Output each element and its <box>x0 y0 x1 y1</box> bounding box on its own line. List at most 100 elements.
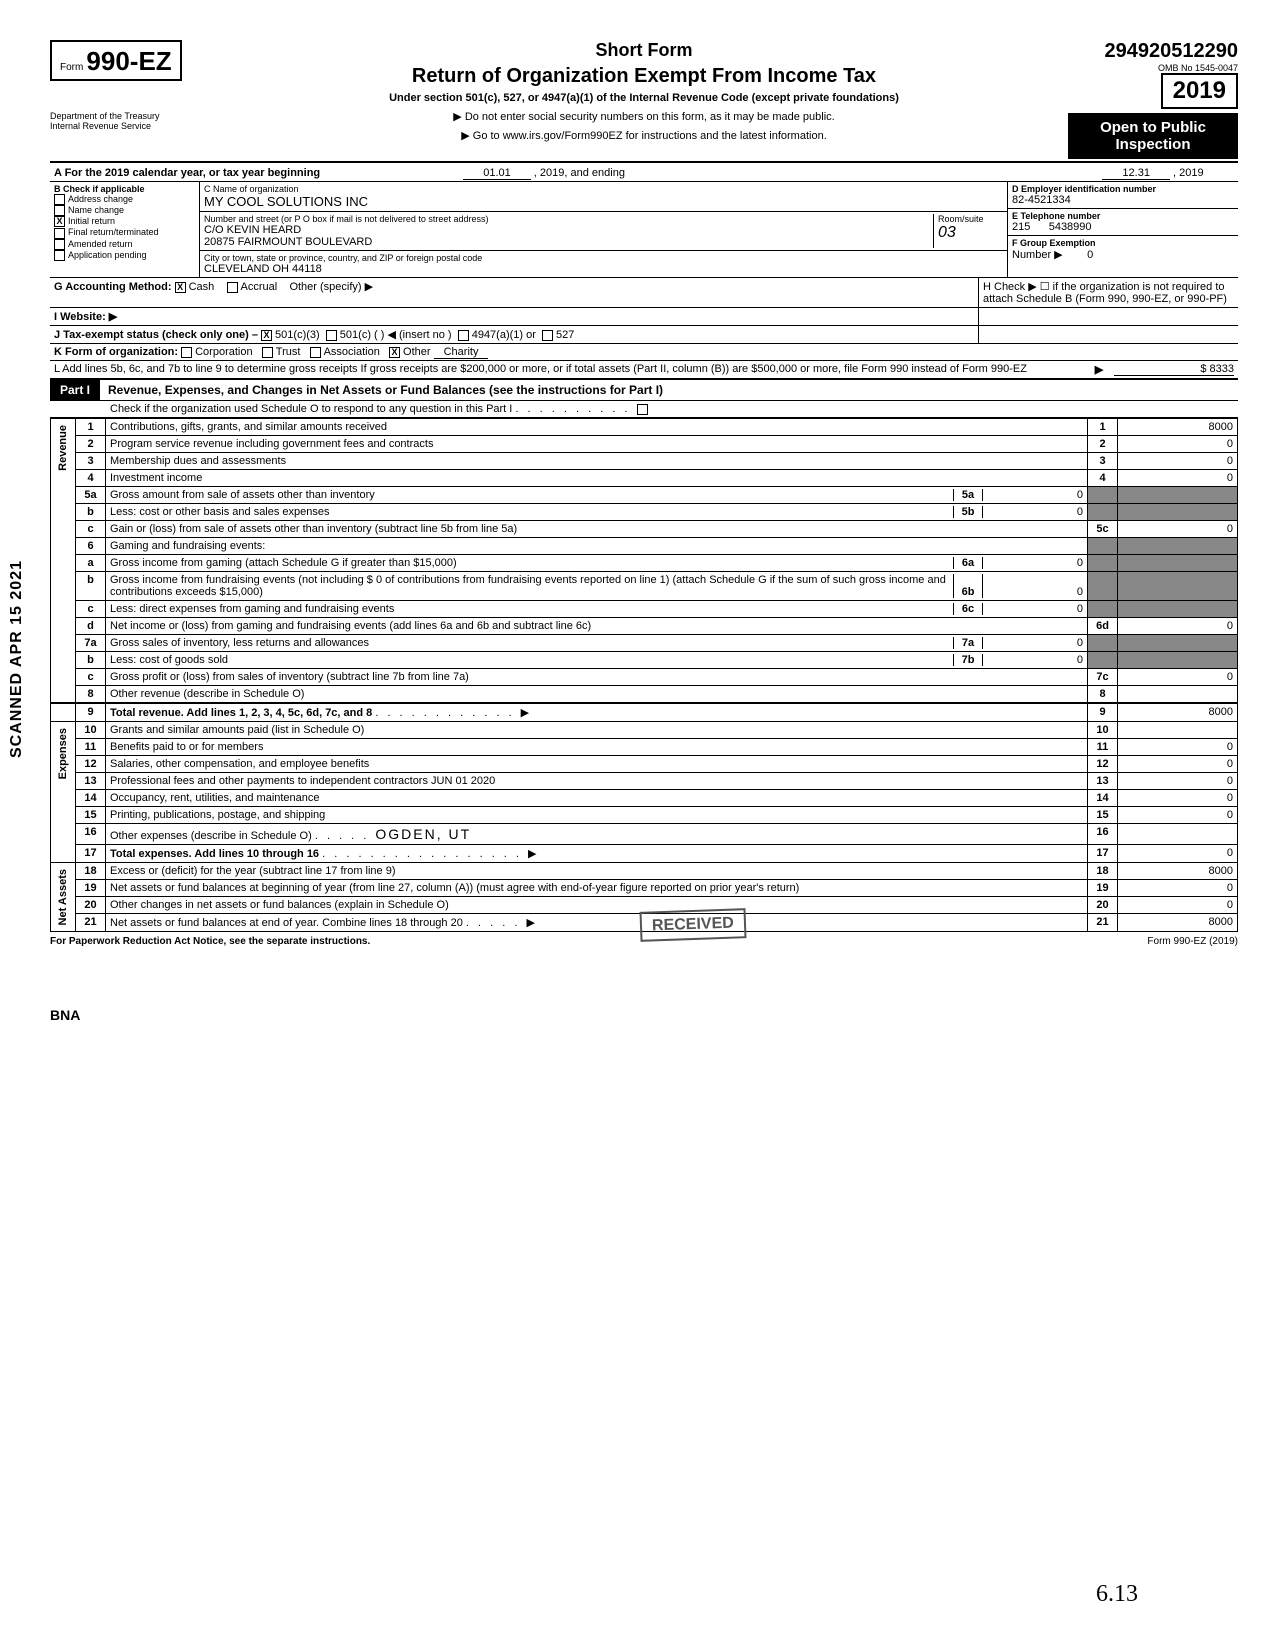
label-501c: 501(c) ( <box>340 329 378 341</box>
section-j-label: J Tax-exempt status (check only one) – <box>54 329 258 341</box>
line-1-col: 1 <box>1088 419 1118 436</box>
line-5c-text: Gain or (loss) from sale of assets other… <box>106 521 1088 538</box>
form-prefix: Form <box>60 62 83 73</box>
line-8-col: 8 <box>1088 686 1118 704</box>
shaded-6b <box>1088 572 1118 601</box>
instruction-2: ▶ Go to www.irs.gov/Form990EZ for instru… <box>240 129 1048 142</box>
scanned-stamp: SCANNED APR 15 2021 <box>8 560 26 758</box>
line-5a-subcol: 5a <box>953 489 983 501</box>
line-20-text: Other changes in net assets or fund bala… <box>106 897 1088 914</box>
dots: . . . . . . . . . . <box>515 403 636 415</box>
line-21-col: 21 <box>1088 914 1118 932</box>
dept-treasury: Department of the Treasury <box>50 111 220 121</box>
room-suite: 03 <box>938 224 1003 242</box>
phone-area: 215 <box>1012 221 1030 233</box>
footer-right: Form 990-EZ (2019) <box>1147 936 1238 947</box>
shaded-5a <box>1088 487 1118 504</box>
section-e-label: E Telephone number <box>1012 211 1234 221</box>
gross-receipts: $ 8333 <box>1114 363 1234 376</box>
ogden-stamp: OGDEN, UT <box>375 826 471 842</box>
checkbox-amended[interactable] <box>54 239 65 250</box>
line-13-val: 0 <box>1118 773 1238 790</box>
line-19-text: Net assets or fund balances at beginning… <box>106 880 1088 897</box>
line-14-text: Occupancy, rent, utilities, and maintena… <box>106 790 1088 807</box>
line-4-col: 4 <box>1088 470 1118 487</box>
checkbox-name-change[interactable] <box>54 205 65 216</box>
section-g-label: G Accounting Method: <box>54 281 172 293</box>
label-cash: Cash <box>189 281 215 293</box>
line-17-col: 17 <box>1088 845 1118 863</box>
line-4-val: 0 <box>1118 470 1238 487</box>
line-6-num: 6 <box>76 538 106 555</box>
checkbox-other-org[interactable] <box>389 347 400 358</box>
checkbox-cash[interactable] <box>175 282 186 293</box>
label-other-method: Other (specify) ▶ <box>289 281 373 293</box>
label-amended: Amended return <box>68 239 133 249</box>
form-number-box: Form 990-EZ <box>50 40 182 81</box>
line-16-text: Other expenses (describe in Schedule O) <box>110 830 312 842</box>
line-5b-text: Less: cost or other basis and sales expe… <box>110 506 953 518</box>
shaded-6b-val <box>1118 572 1238 601</box>
label-accrual: Accrual <box>241 281 278 293</box>
checkbox-final-return[interactable] <box>54 228 65 239</box>
line-3-num: 3 <box>76 453 106 470</box>
shaded-7b <box>1088 652 1118 669</box>
checkbox-trust[interactable] <box>262 347 273 358</box>
line-15-num: 15 <box>76 807 106 824</box>
omb-number: OMB No 1545-0047 <box>1068 63 1238 73</box>
checkbox-accrual[interactable] <box>227 282 238 293</box>
checkbox-527[interactable] <box>542 330 553 341</box>
line-5b-subval: 0 <box>983 506 1083 518</box>
checkbox-initial-return[interactable] <box>54 216 65 227</box>
checkbox-pending[interactable] <box>54 250 65 261</box>
handwritten-note: 6.13 <box>1096 1581 1138 1608</box>
line-6b-text: Gross income from fundraising events (no… <box>110 574 953 598</box>
checkbox-4947[interactable] <box>458 330 469 341</box>
checkbox-corp[interactable] <box>181 347 192 358</box>
part1-check-line: Check if the organization used Schedule … <box>110 403 512 415</box>
line-1-num: 1 <box>76 419 106 436</box>
line-14-val: 0 <box>1118 790 1238 807</box>
line-17-val: 0 <box>1118 845 1238 863</box>
shaded-6 <box>1088 538 1118 555</box>
tax-year-start: 01.01 <box>463 167 531 180</box>
line-19-val: 0 <box>1118 880 1238 897</box>
line-6b-num: b <box>76 572 106 601</box>
group-exemption: 0 <box>1087 249 1093 261</box>
net-assets-label: Net Assets <box>55 865 71 929</box>
section-a-row: A For the 2019 calendar year, or tax yea… <box>50 165 1238 182</box>
bna-label: BNA <box>50 1007 1238 1023</box>
line-6b-subcol: 6b <box>953 574 983 598</box>
checkbox-501c[interactable] <box>326 330 337 341</box>
line-2-num: 2 <box>76 436 106 453</box>
checkbox-schedule-o[interactable] <box>637 404 648 415</box>
section-l-arrow: ▶ <box>1084 363 1114 376</box>
label-corp: Corporation <box>195 346 252 358</box>
shaded-7a-val <box>1118 635 1238 652</box>
org-name: MY COOL SOLUTIONS INC <box>204 194 1003 209</box>
main-title: Return of Organization Exempt From Incom… <box>240 65 1048 88</box>
line-1-val: 8000 <box>1118 419 1238 436</box>
line-5a-subval: 0 <box>983 489 1083 501</box>
line-7b-subcol: 7b <box>953 654 983 666</box>
line-19-num: 19 <box>76 880 106 897</box>
line-10-col: 10 <box>1088 722 1118 739</box>
part1-title: Revenue, Expenses, and Changes in Net As… <box>100 383 663 397</box>
line-6c-text: Less: direct expenses from gaming and fu… <box>110 603 953 615</box>
checkbox-address-change[interactable] <box>54 194 65 205</box>
checkbox-assoc[interactable] <box>310 347 321 358</box>
line-15-col: 15 <box>1088 807 1118 824</box>
line-20-num: 20 <box>76 897 106 914</box>
checkbox-501c3[interactable] <box>261 330 272 341</box>
care-of: C/O KEVIN HEARD <box>204 224 933 236</box>
line-14-col: 14 <box>1088 790 1118 807</box>
line-9-num: 9 <box>76 703 106 722</box>
line-6d-val: 0 <box>1118 618 1238 635</box>
expenses-label: Expenses <box>55 724 71 783</box>
dept-irs: Internal Revenue Service <box>50 121 220 131</box>
line-17-text: Total expenses. Add lines 10 through 16 <box>110 848 319 860</box>
shaded-7b-val <box>1118 652 1238 669</box>
short-form-label: Short Form <box>240 40 1048 61</box>
line-10-val <box>1118 722 1238 739</box>
line-18-val: 8000 <box>1118 863 1238 880</box>
